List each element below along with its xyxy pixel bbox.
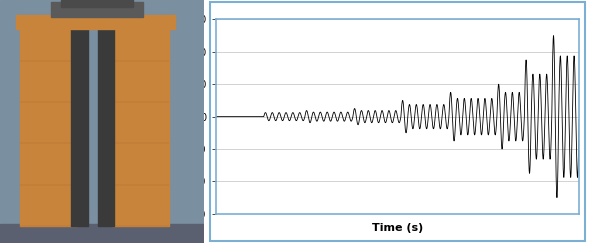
Y-axis label: Displacement (mm): Displacement (mm) [173, 63, 183, 170]
Bar [112, 19, 169, 226]
Bar [20, 19, 77, 226]
Bar [61, 0, 132, 7]
Bar [98, 19, 114, 226]
Bar [17, 15, 176, 29]
Bar [51, 2, 142, 17]
Bar [72, 19, 87, 226]
Bar [0, 224, 204, 243]
X-axis label: Time (s): Time (s) [372, 223, 423, 233]
